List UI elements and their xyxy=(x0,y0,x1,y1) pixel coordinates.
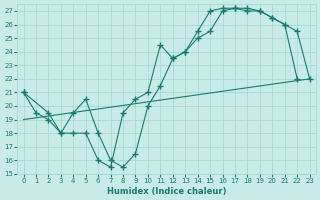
X-axis label: Humidex (Indice chaleur): Humidex (Indice chaleur) xyxy=(107,187,226,196)
